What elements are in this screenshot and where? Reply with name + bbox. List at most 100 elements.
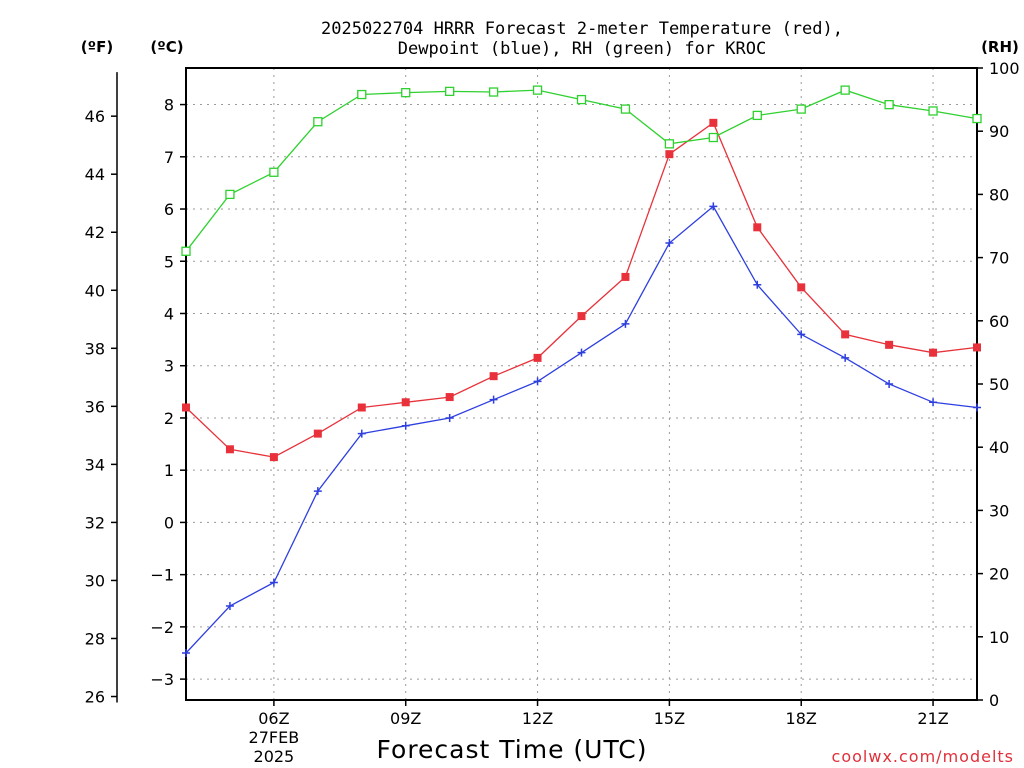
data-point [489, 395, 498, 404]
data-point [313, 117, 323, 127]
data-point [665, 150, 674, 159]
data-point [401, 421, 410, 430]
fahrenheit-tick-label: 40 [85, 281, 105, 300]
data-point [182, 403, 190, 412]
data-point [269, 578, 278, 587]
celsius-tick-label: 7 [164, 148, 174, 167]
series-rh [181, 85, 982, 256]
celsius-tick-label: 1 [164, 461, 174, 480]
celsius-unit-label: (ºC) [150, 38, 183, 56]
data-point [225, 601, 234, 610]
data-point [928, 106, 938, 116]
fahrenheit-unit-label: (ºF) [81, 38, 113, 56]
data-point [709, 202, 718, 211]
data-point [929, 398, 938, 407]
rh-tick-label: 100 [989, 59, 1020, 78]
celsius-tick-label: 4 [164, 304, 174, 323]
series-layer [181, 85, 982, 657]
data-point [621, 272, 630, 281]
data-point [401, 87, 411, 98]
series-dewpoint [182, 202, 981, 657]
data-point [401, 398, 410, 407]
data-point [797, 283, 806, 292]
data-point [621, 319, 630, 328]
data-point [182, 648, 190, 657]
chart-title-line-2: Dewpoint (blue), RH (green) for KROC [398, 39, 766, 59]
rh-tick-label: 80 [989, 185, 1009, 204]
data-point [973, 343, 981, 352]
rh-tick-label: 0 [989, 691, 999, 710]
credit-label: coolwx.com/modelts [832, 747, 1014, 766]
celsius-tick-label: 0 [164, 513, 174, 532]
axes: −3−2−10123456782628303234363840424446010… [85, 59, 1020, 766]
fahrenheit-tick-label: 32 [85, 513, 105, 532]
series-temperature [182, 118, 981, 462]
data-point [357, 89, 367, 100]
fahrenheit-tick-label: 44 [85, 165, 105, 184]
x-tick-label: 12Z [522, 709, 553, 728]
fahrenheit-tick-label: 34 [85, 455, 105, 474]
rh-tick-label: 30 [989, 501, 1009, 520]
data-point [620, 104, 631, 114]
data-point [797, 330, 806, 339]
data-point [181, 246, 191, 256]
x-tick-label: 09Z [390, 709, 421, 728]
data-point [885, 380, 894, 388]
data-point [796, 104, 806, 114]
data-point [445, 393, 454, 402]
data-point [489, 372, 498, 381]
data-point [445, 413, 454, 422]
rh-tick-label: 10 [989, 628, 1009, 647]
fahrenheit-tick-label: 26 [85, 688, 105, 707]
plot-frame [185, 67, 978, 701]
celsius-tick-label: 2 [164, 409, 174, 428]
rh-tick-label: 50 [989, 375, 1009, 394]
celsius-tick-label: −2 [150, 618, 174, 637]
chart-title-line-1: 2025022704 HRRR Forecast 2-meter Tempera… [321, 19, 843, 39]
fahrenheit-tick-label: 38 [85, 339, 105, 358]
series-line-rh [185, 89, 978, 252]
data-point [445, 86, 455, 97]
series-line-dewpoint [185, 205, 978, 654]
data-point [533, 377, 542, 386]
data-point [313, 487, 322, 496]
data-point [577, 312, 586, 321]
data-point [664, 139, 675, 149]
fahrenheit-tick-label: 36 [85, 397, 105, 416]
data-point [269, 167, 279, 177]
x-tick-label: 06Z [258, 709, 289, 728]
data-point [885, 340, 894, 349]
data-point [577, 348, 586, 357]
x-tick-date-label: 2025 [254, 747, 295, 766]
data-point [753, 280, 762, 289]
x-tick-label: 18Z [786, 709, 817, 728]
grid [186, 68, 977, 700]
data-point [841, 353, 850, 362]
x-tick-label: 21Z [917, 709, 948, 728]
data-point [225, 189, 235, 200]
celsius-tick-label: −1 [150, 566, 174, 585]
rh-unit-label: (RH) [981, 38, 1019, 56]
data-point [576, 94, 587, 105]
rh-tick-label: 60 [989, 312, 1009, 331]
x-tick-label: 15Z [654, 709, 685, 728]
rh-tick-label: 20 [989, 565, 1009, 584]
data-point [357, 429, 366, 438]
fahrenheit-tick-label: 42 [85, 223, 105, 242]
fahrenheit-tick-label: 30 [85, 571, 105, 590]
data-point [313, 429, 322, 438]
fahrenheit-tick-label: 28 [85, 629, 105, 648]
data-point [973, 403, 981, 412]
fahrenheit-tick-label: 46 [85, 107, 105, 126]
celsius-tick-label: 6 [164, 200, 174, 219]
data-point [488, 87, 499, 97]
celsius-tick-label: 8 [164, 96, 174, 115]
data-point [884, 100, 894, 110]
rh-tick-label: 90 [989, 122, 1009, 141]
data-point [709, 118, 718, 127]
celsius-tick-label: 3 [164, 357, 174, 376]
data-point [269, 453, 278, 462]
data-point [708, 132, 718, 143]
celsius-tick-label: −3 [150, 670, 174, 689]
